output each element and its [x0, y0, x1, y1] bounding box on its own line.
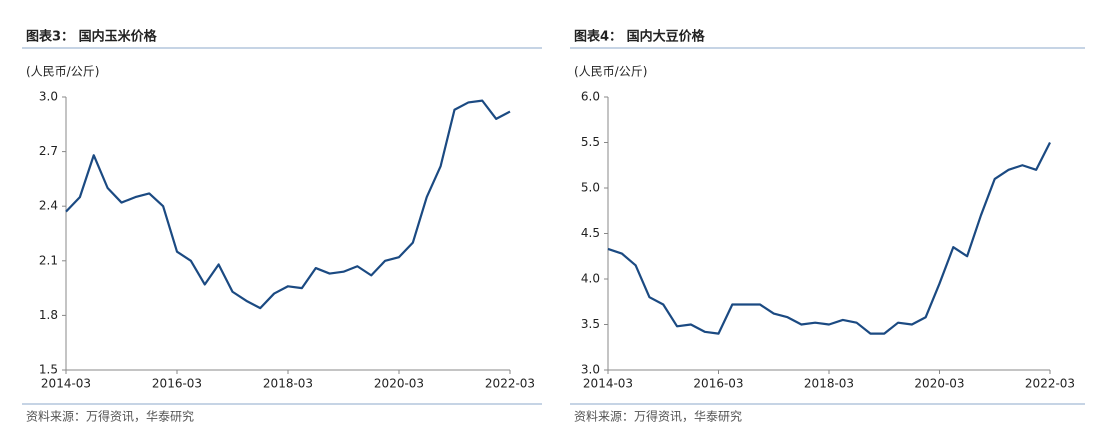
- y-axis-label: (人民币/公斤): [574, 65, 647, 79]
- x-tick-label: 2018-03: [804, 377, 854, 391]
- source-note: 资料来源：万得资讯，华泰研究: [574, 409, 742, 424]
- y-tick-label: 2.7: [39, 144, 58, 158]
- y-tick-label: 1.8: [39, 308, 58, 322]
- series-line: [607, 142, 1051, 335]
- x-tick-label: 2020-03: [374, 377, 424, 391]
- y-tick-label: 1.5: [39, 363, 58, 377]
- x-tick-label: 2016-03: [152, 377, 202, 391]
- source-note: 资料来源：万得资讯，华泰研究: [26, 409, 194, 424]
- y-tick-label: 3.5: [581, 317, 600, 331]
- y-tick-label: 5.0: [581, 181, 600, 195]
- y-tick-label: 5.5: [581, 135, 600, 149]
- x-tick-label: 2016-03: [693, 377, 743, 391]
- x-tick-label: 2022-03: [1025, 377, 1075, 391]
- x-tick-label: 2014-03: [41, 377, 91, 391]
- x-tick-label: 2014-03: [583, 377, 633, 391]
- y-tick-label: 3.0: [581, 363, 600, 377]
- y-tick-label: 3.0: [39, 90, 58, 104]
- y-tick-label: 6.0: [581, 90, 600, 104]
- y-axis-label: (人民币/公斤): [26, 65, 99, 79]
- x-tick-label: 2018-03: [263, 377, 313, 391]
- y-tick-label: 4.5: [581, 226, 600, 240]
- chart-title: 图表4： 国内大豆价格: [574, 29, 706, 45]
- chart-title: 图表3： 国内玉米价格: [26, 29, 158, 45]
- y-tick-label: 4.0: [581, 272, 600, 286]
- y-tick-label: 2.1: [39, 253, 58, 267]
- x-tick-label: 2020-03: [914, 377, 964, 391]
- series-line: [65, 99, 511, 310]
- x-tick-label: 2022-03: [485, 377, 535, 391]
- y-tick-label: 2.4: [39, 199, 58, 213]
